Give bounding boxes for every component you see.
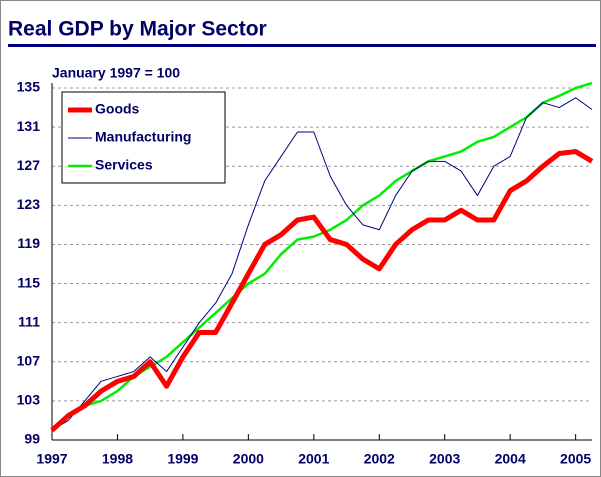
y-tick-label: 107 [17,352,41,368]
x-tick-label: 1997 [36,451,67,467]
y-tick-label: 131 [17,118,41,134]
chart-title: Real GDP by Major Sector [8,18,267,41]
x-tick-label: 2005 [560,451,591,467]
y-tick-label: 103 [17,392,41,408]
subtitle: January 1997 = 100 [52,65,180,81]
x-tick-label: 2004 [495,451,526,467]
y-tick-label: 111 [18,313,40,329]
series-line [50,149,594,433]
x-tick-label: 1999 [167,451,198,467]
y-tick-label: 119 [17,235,40,251]
x-tick-label: 2002 [364,451,395,467]
y-tick-label: 99 [24,431,40,447]
title-rule [8,44,596,47]
legend-label: Manufacturing [95,129,191,145]
x-tick-label: 2003 [429,451,460,467]
x-tick-label: 2001 [298,451,329,467]
x-tick-label: 2000 [233,451,264,467]
x-tick-label: 1998 [102,451,133,467]
y-tick-label: 115 [17,274,40,290]
y-tick-label: 123 [17,196,41,212]
series-line [51,97,593,431]
y-tick-label: 135 [17,79,41,95]
legend-label: Goods [95,101,140,117]
legend-label: Services [95,157,153,173]
y-tick-label: 127 [17,157,41,173]
